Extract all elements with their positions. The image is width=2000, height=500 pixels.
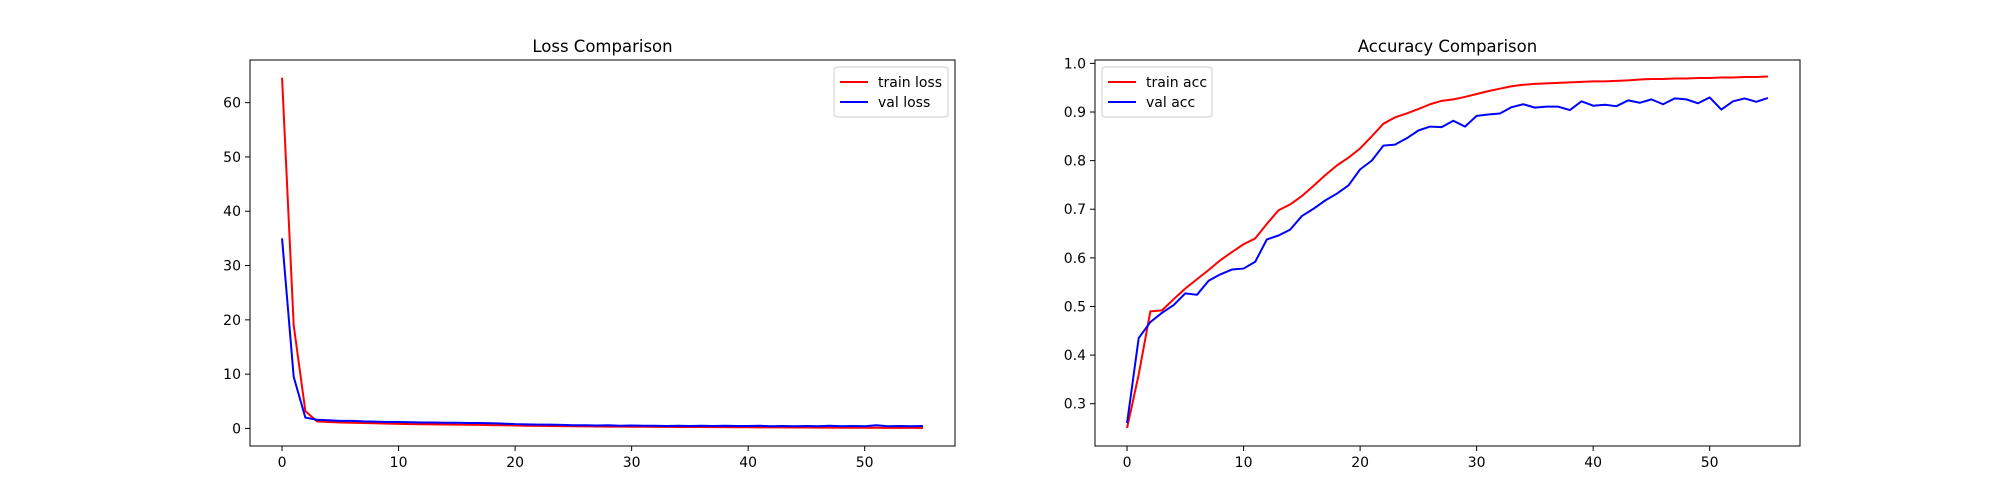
y-tick-label: 1.0 xyxy=(1064,56,1086,72)
chart-2: Accuracy Comparison 0 10 20 30 40 50 0.3 0.4 0.5 0… xyxy=(1064,37,1801,471)
y-tick-label: 0.9 xyxy=(1064,105,1086,121)
x-tick-label: 20 xyxy=(506,455,524,471)
y-tick-label: 0 xyxy=(232,421,241,437)
axes-frame xyxy=(1094,59,1801,447)
legend-label-1: train acc xyxy=(1146,75,1207,91)
x-tick-label: 0 xyxy=(278,455,287,471)
legend-label-2: val loss xyxy=(878,95,930,111)
y-tick-label: 30 xyxy=(223,259,241,275)
y-tick-label: 20 xyxy=(223,313,241,329)
series-line-1 xyxy=(281,77,923,429)
y-tick-label: 40 xyxy=(223,204,241,220)
chart-1: Loss Comparison 0 10 20 30 40 50 0 10 20 30 40 50 60 t… xyxy=(223,37,956,471)
y-tick-label: 10 xyxy=(223,367,241,383)
legend: train loss val loss xyxy=(833,66,949,118)
y-tick-label: 0.6 xyxy=(1064,251,1086,267)
legend-label-1: train loss xyxy=(878,75,942,91)
chart-title: Accuracy Comparison xyxy=(1358,37,1537,56)
series-line-2 xyxy=(1126,96,1769,424)
y-tick-label: 0.5 xyxy=(1064,299,1086,315)
y-tick-label: 0.8 xyxy=(1064,154,1086,170)
y-tick-label: 60 xyxy=(223,96,241,112)
x-tick-label: 10 xyxy=(390,455,408,471)
chart-title: Loss Comparison xyxy=(532,37,672,56)
x-tick-label: 30 xyxy=(1468,455,1486,471)
legend-box xyxy=(1101,66,1213,118)
y-tick-label: 0.7 xyxy=(1064,202,1086,218)
y-tick-label: 50 xyxy=(223,150,241,166)
series-line-2 xyxy=(281,238,923,428)
x-tick-label: 40 xyxy=(739,455,757,471)
x-tick-label: 20 xyxy=(1351,455,1369,471)
legend-label-2: val acc xyxy=(1146,95,1195,111)
legend-box xyxy=(833,66,949,118)
axes-frame xyxy=(249,59,956,447)
x-tick-label: 30 xyxy=(623,455,641,471)
y-tick-label: 0.4 xyxy=(1064,348,1086,364)
y-tick-label: 0.3 xyxy=(1064,397,1086,413)
x-tick-label: 40 xyxy=(1584,455,1602,471)
x-tick-label: 0 xyxy=(1123,455,1132,471)
x-tick-label: 50 xyxy=(1701,455,1719,471)
legend: train acc val acc xyxy=(1101,66,1213,118)
series-line-1 xyxy=(1126,75,1768,429)
x-tick-label: 10 xyxy=(1235,455,1253,471)
x-tick-label: 50 xyxy=(856,455,874,471)
